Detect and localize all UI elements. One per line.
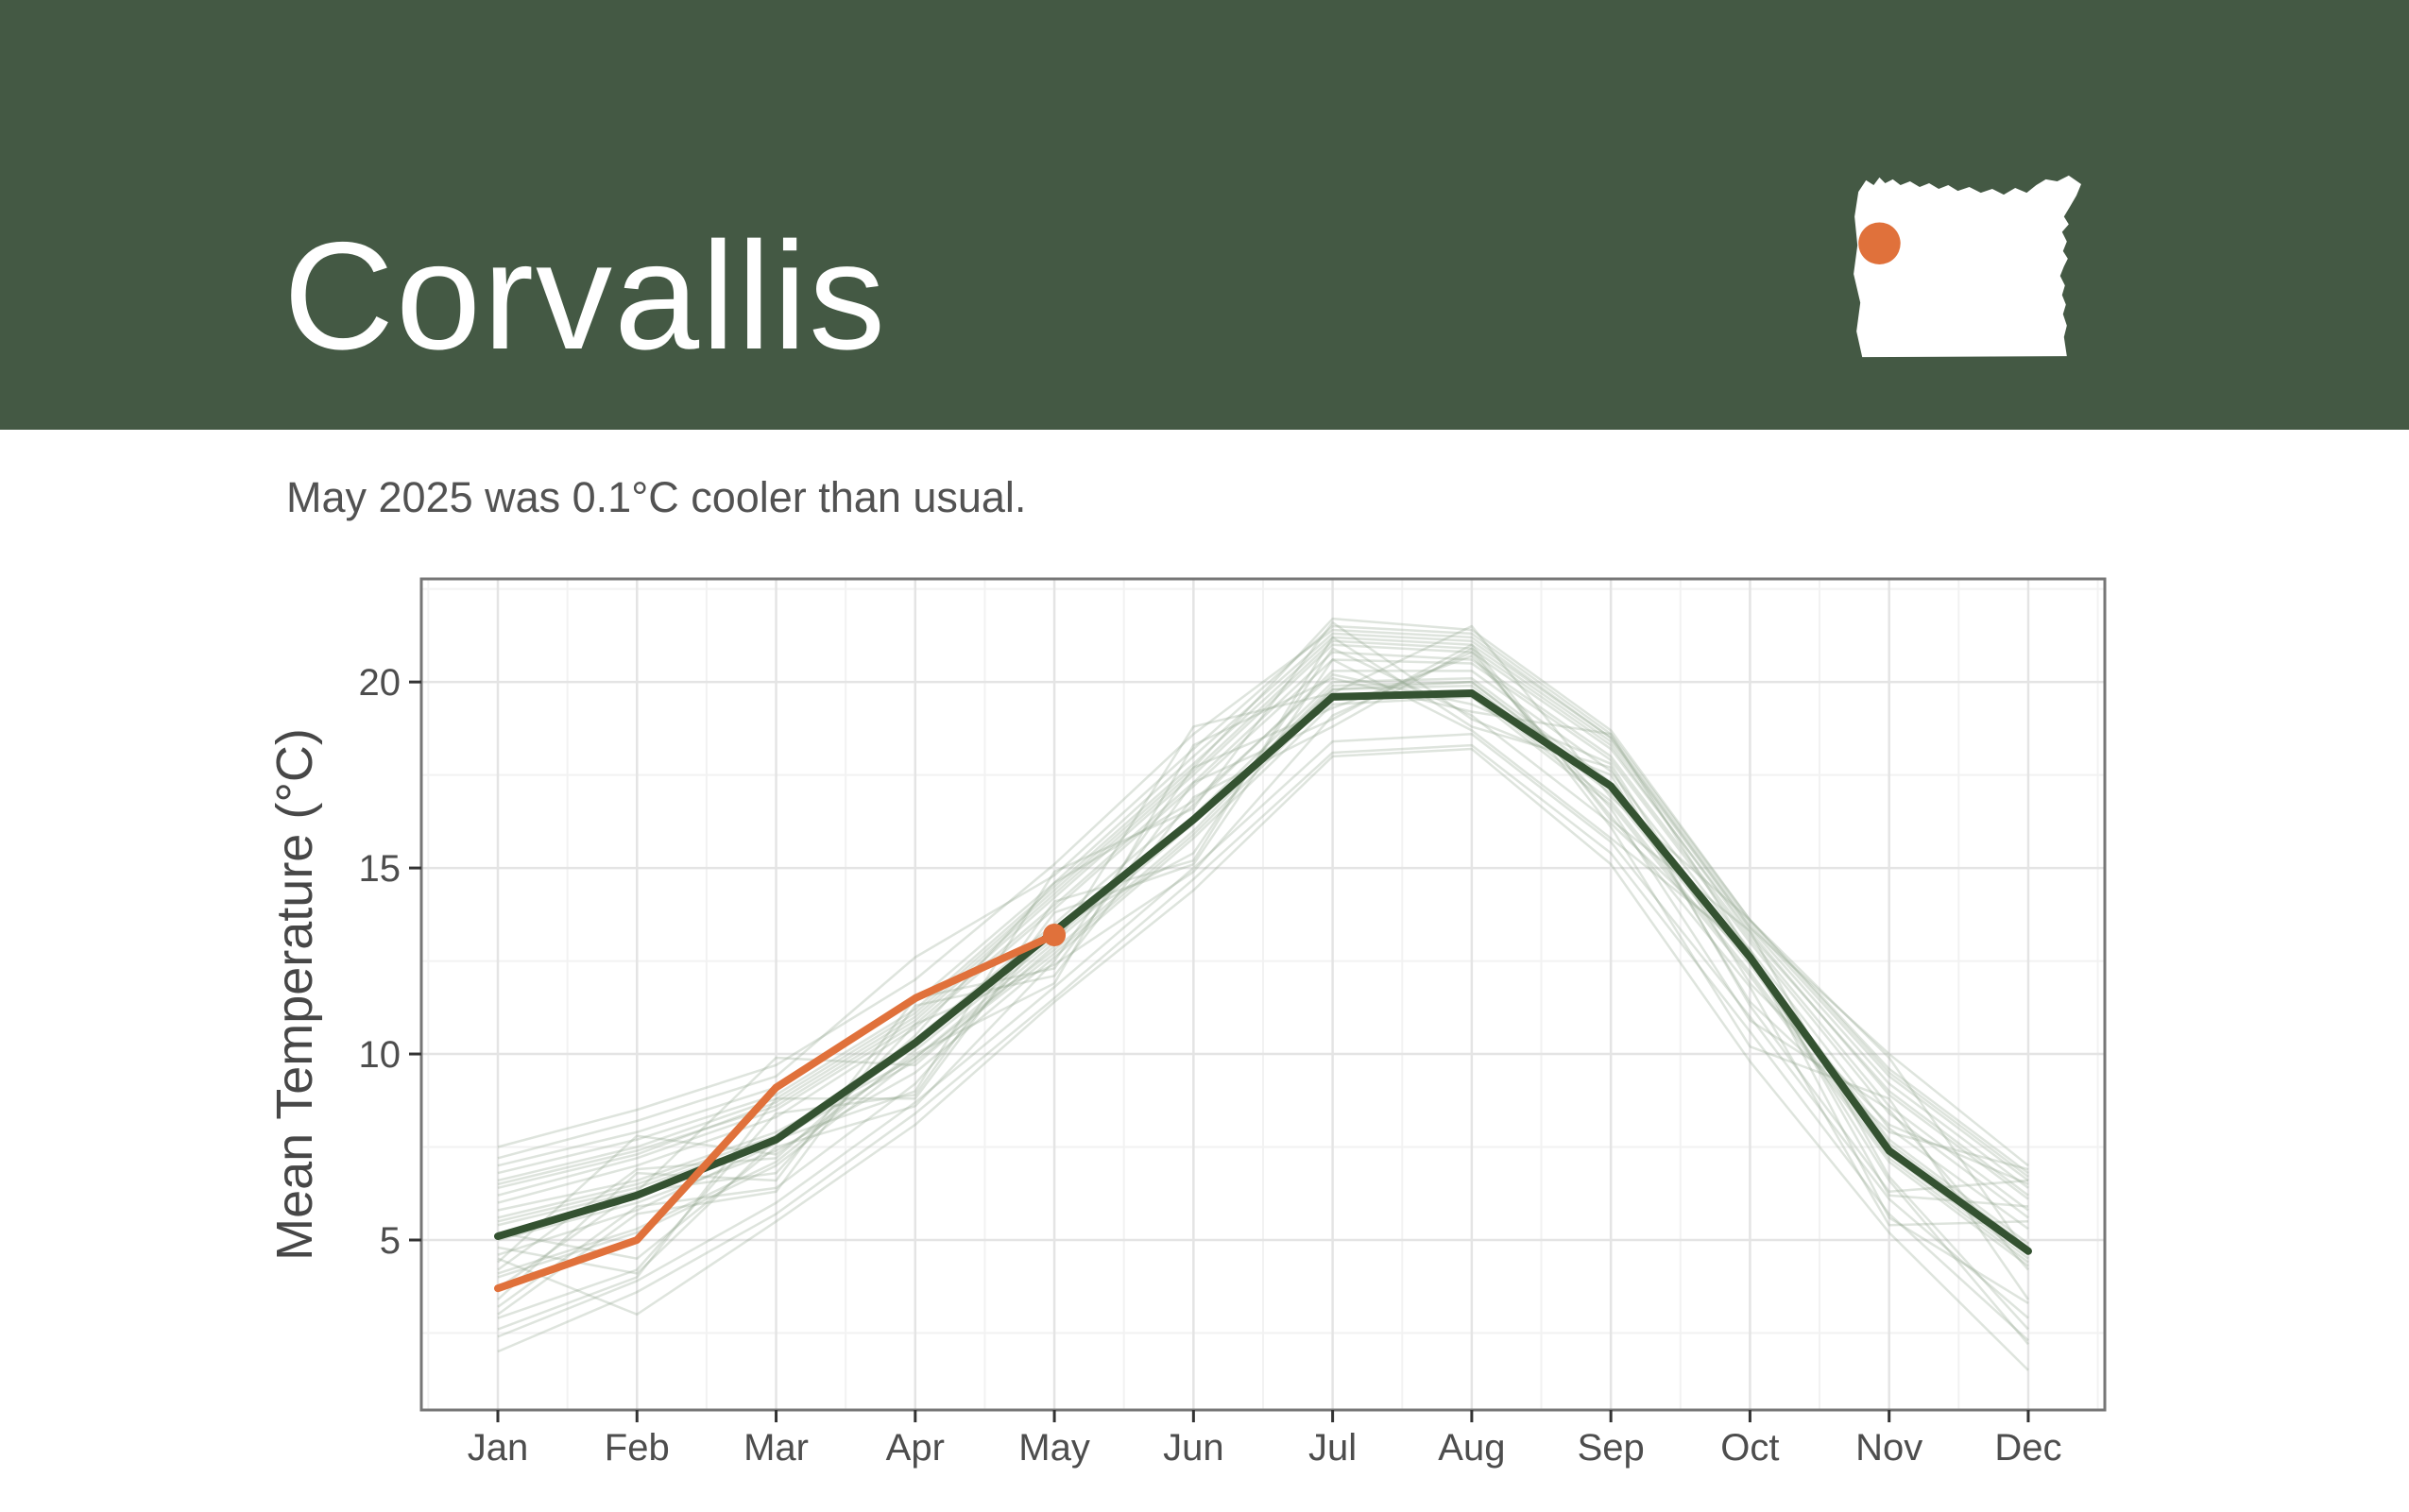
mean-temperature-line (493, 688, 2032, 1255)
historical-year-line (497, 747, 2029, 1371)
page-title: Corvallis (283, 211, 888, 382)
x-tick-label: Oct (1720, 1427, 1779, 1469)
historical-year-line (497, 628, 2029, 1167)
city-marker-dot (1858, 222, 1901, 264)
historical-year-line (497, 617, 2029, 1182)
historical-year-line (497, 636, 2029, 1319)
mean-line (493, 688, 2032, 1255)
historical-year-line (497, 695, 2029, 1267)
historical-year-line (497, 733, 2029, 1338)
endpoint-dot (1043, 923, 1067, 946)
historical-year-line (497, 624, 2029, 1256)
historical-year-line (497, 654, 2029, 1271)
axis-tick-labels: Jan Feb Mar Apr May Jun Jul Aug Sep Oct Nov Dec 5 10 1… (359, 662, 2062, 1469)
subtitle: May 2025 was 0.1°C cooler than usual. (286, 473, 1027, 521)
historical-year-line (497, 643, 2029, 1331)
historical-year-line (497, 670, 2029, 1231)
panel-border (419, 577, 2107, 1412)
historical-year-line (497, 658, 2029, 1219)
x-tick-label: Nov (1855, 1427, 1922, 1469)
panel-border-rect (419, 577, 2107, 1412)
header-banner: Corvallis (0, 0, 2409, 430)
y-axis-title: Mean Temperature (°C) (266, 728, 323, 1261)
axis-tick-marks (409, 680, 2030, 1422)
y-tick-label: 5 (380, 1220, 401, 1262)
y-tick-label: 20 (359, 662, 402, 704)
historical-year-line (497, 632, 2029, 1181)
x-tick-label: Jun (1163, 1427, 1224, 1469)
historical-year-line (497, 624, 2029, 1175)
x-tick-label: Jul (1308, 1427, 1357, 1469)
current-year-line (493, 923, 1067, 1293)
x-tick-label: Sep (1578, 1427, 1645, 1469)
x-tick-label: Jan (468, 1427, 529, 1469)
x-tick-label: Dec (1994, 1427, 2061, 1469)
oregon-silhouette (1854, 175, 2081, 358)
historical-year-line (497, 636, 2029, 1189)
minor-gridlines (421, 579, 2105, 1410)
historical-year-line (497, 673, 2029, 1271)
oregon-map-icon (1854, 175, 2081, 358)
current-year-2025-line (493, 930, 1059, 1293)
historical-year-line (497, 620, 2029, 1275)
y-tick-label: 15 (359, 848, 402, 890)
historical-year-line (497, 743, 2029, 1353)
historical-year-line (497, 651, 2029, 1290)
x-tick-label: Apr (886, 1427, 945, 1469)
x-tick-label: Mar (743, 1427, 809, 1469)
x-tick-label: Feb (605, 1427, 670, 1469)
x-tick-label: Aug (1438, 1427, 1505, 1469)
x-tick-label: May (1018, 1427, 1090, 1469)
y-tick-label: 10 (359, 1034, 402, 1076)
